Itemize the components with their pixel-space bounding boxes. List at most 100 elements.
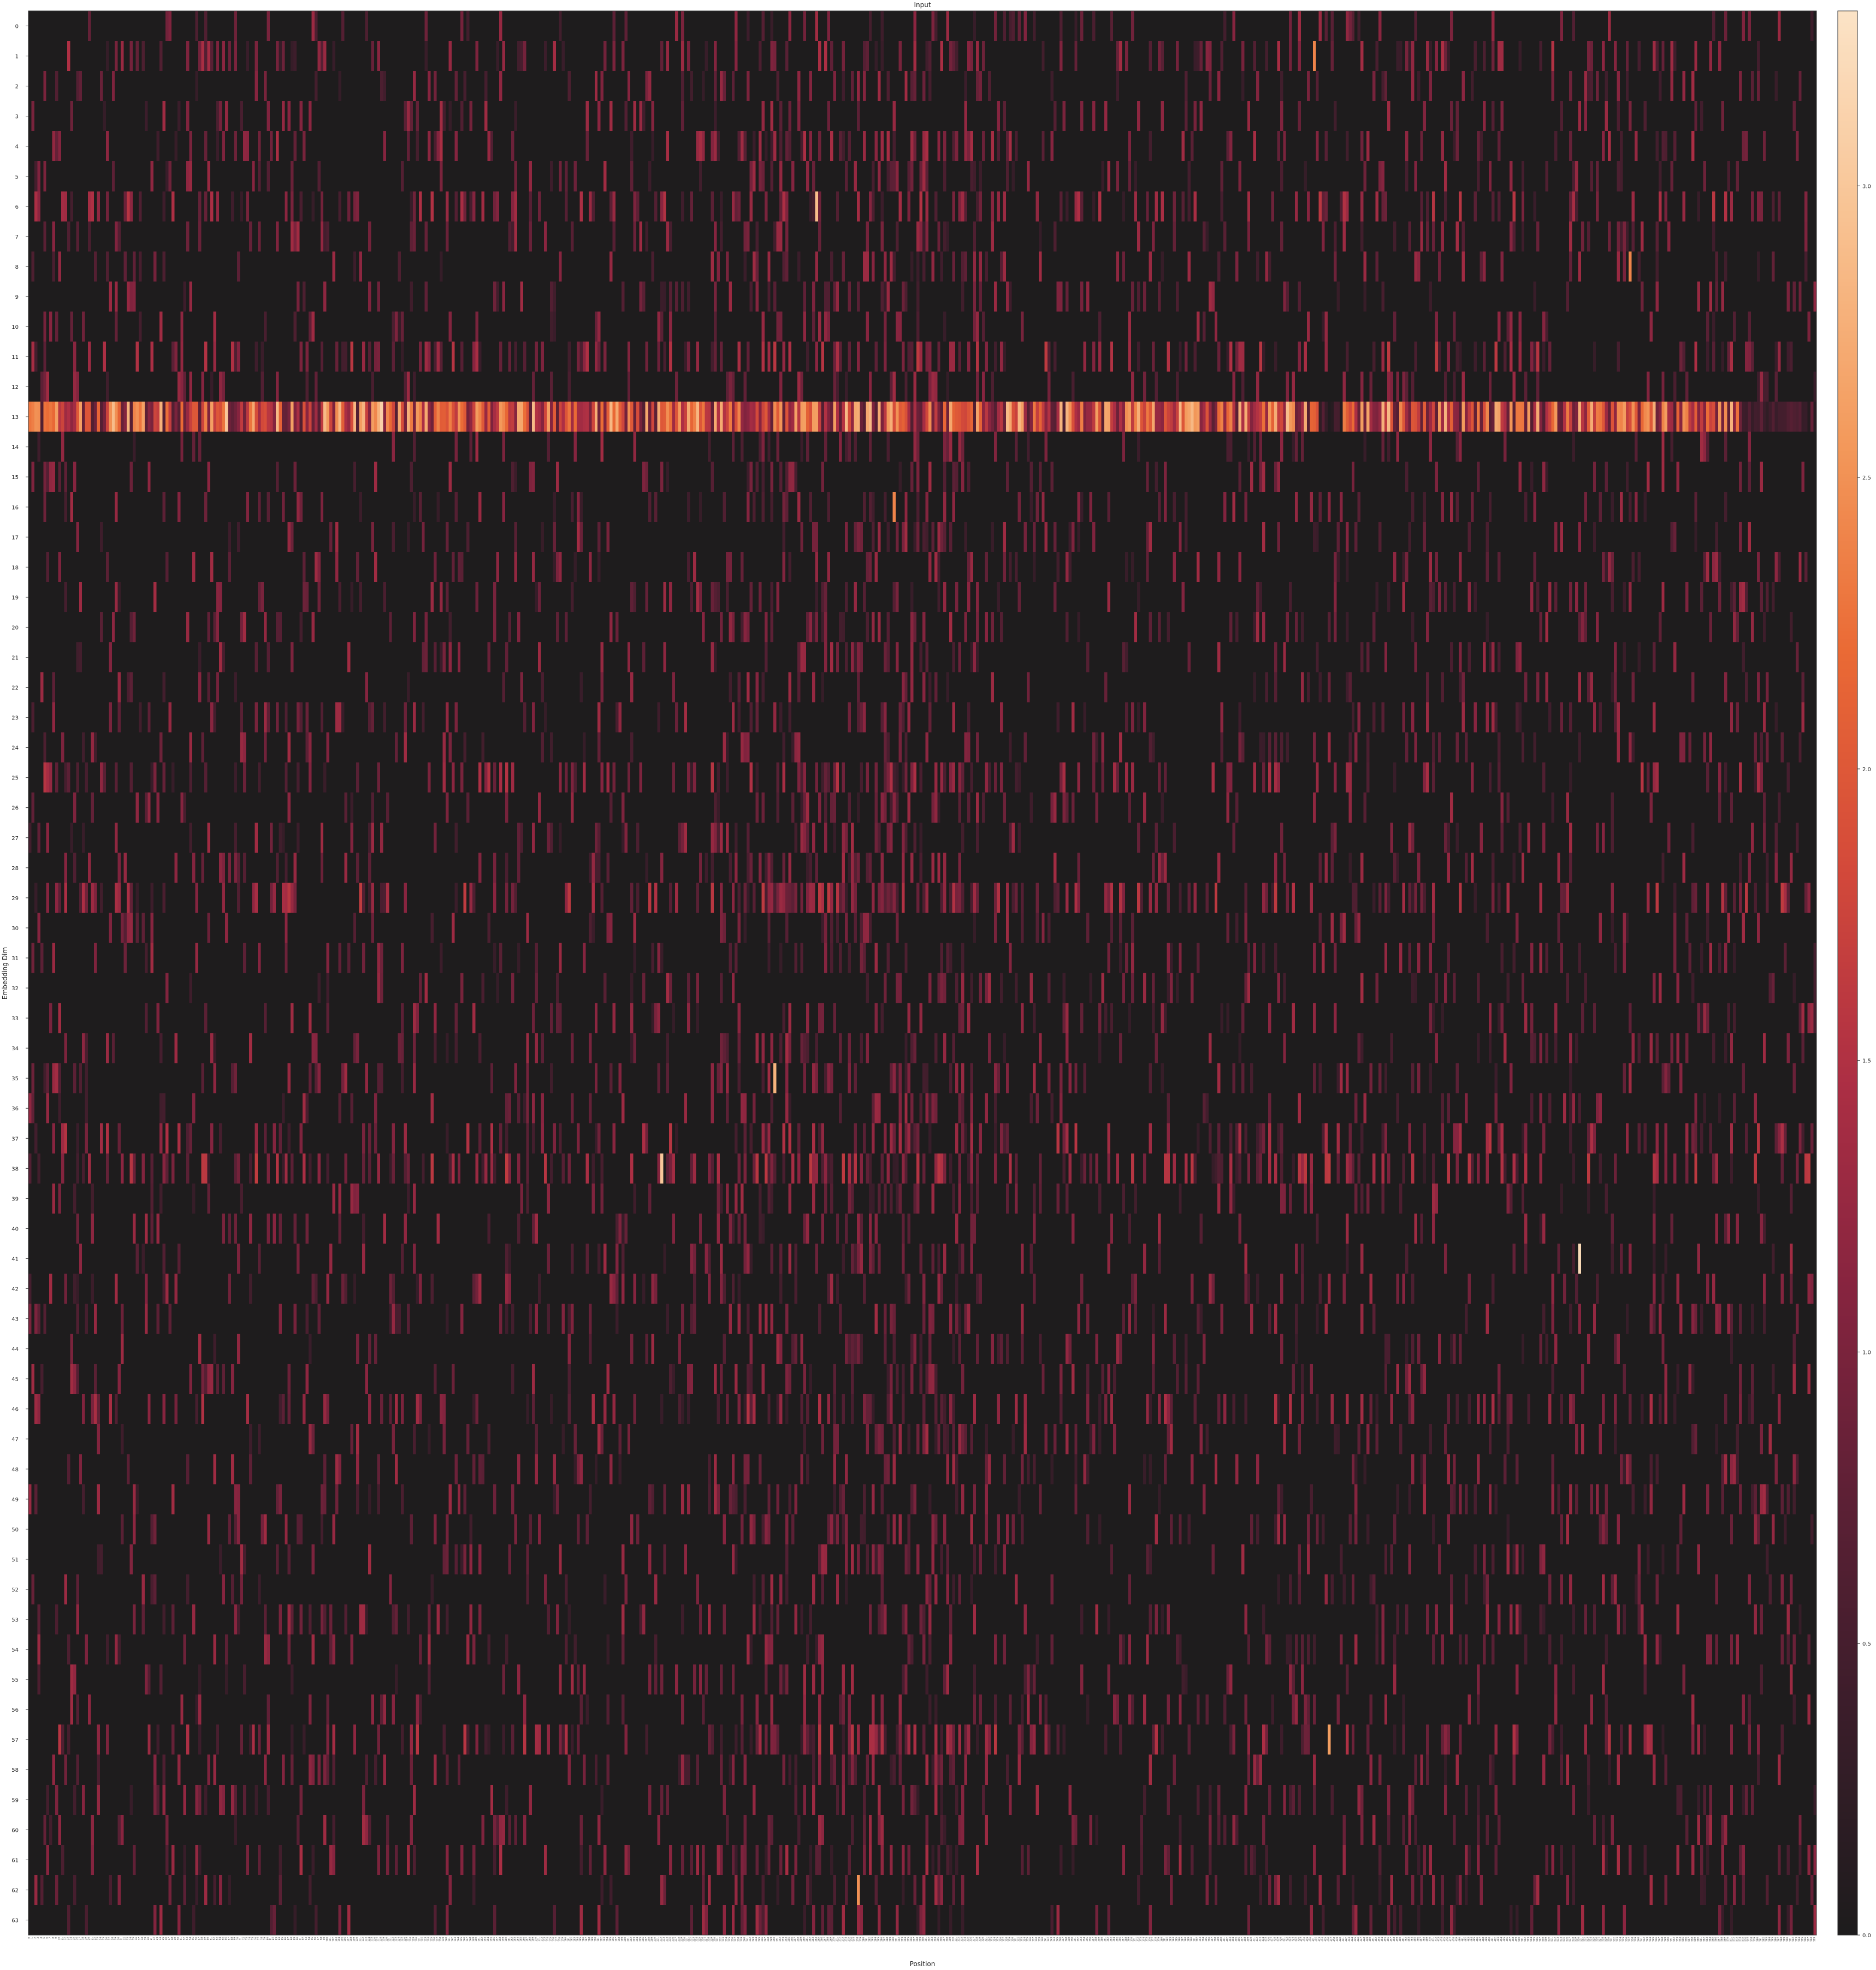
x-tick-label: 412 <box>1256 1937 1258 1942</box>
x-tick-label: 203 <box>632 1937 635 1942</box>
x-tick-label: 350 <box>1071 1937 1074 1942</box>
x-tick-label: 316 <box>969 1937 972 1942</box>
y-tick-label: 34 <box>11 1046 19 1052</box>
x-tick-label: 329 <box>1008 1937 1011 1942</box>
y-tick-group: 0123456789101112131415161718192021222324… <box>11 24 28 1924</box>
x-tick-label: 320 <box>981 1937 984 1942</box>
x-tick-label: 521 <box>1581 1937 1583 1942</box>
x-tick-label: 469 <box>1425 1937 1428 1942</box>
x-tick-label: 77 <box>257 1937 260 1941</box>
x-tick-label: 531 <box>1610 1937 1613 1942</box>
x-tick-label: 418 <box>1274 1937 1276 1942</box>
colorbar-tick-label: 0.0 <box>1862 1933 1871 1939</box>
x-tick-label: 214 <box>665 1937 668 1942</box>
x-tick-label: 276 <box>850 1937 853 1942</box>
x-tick-label: 416 <box>1268 1937 1270 1942</box>
x-tick-label: 395 <box>1205 1937 1208 1942</box>
x-tick-label: 515 <box>1563 1937 1565 1942</box>
x-tick-label: 507 <box>1538 1937 1541 1942</box>
x-tick-label: 346 <box>1059 1937 1062 1942</box>
x-tick-label: 200 <box>624 1937 626 1942</box>
x-tick-label: 375 <box>1145 1937 1148 1942</box>
x-tick-label: 126 <box>403 1937 406 1942</box>
x-tick-label: 34 <box>129 1937 132 1941</box>
x-tick-label: 335 <box>1026 1937 1029 1942</box>
x-tick-label: 41 <box>150 1937 152 1941</box>
y-tick-label: 48 <box>11 1467 19 1473</box>
x-tick-label: 516 <box>1565 1937 1568 1942</box>
x-tick-label: 359 <box>1098 1937 1100 1942</box>
x-tick-label: 536 <box>1625 1937 1628 1942</box>
y-tick-label: 5 <box>15 174 19 180</box>
x-tick-label: 179 <box>561 1937 564 1942</box>
x-tick-label: 431 <box>1312 1937 1315 1942</box>
x-tick-label: 33 <box>126 1937 129 1941</box>
x-tick-label: 201 <box>627 1937 630 1942</box>
x-tick-label: 480 <box>1458 1937 1461 1942</box>
x-tick-label: 473 <box>1437 1937 1440 1942</box>
x-tick-label: 339 <box>1038 1937 1041 1942</box>
y-tick-label: 2 <box>15 84 19 90</box>
x-tick-label: 591 <box>1789 1937 1792 1942</box>
x-tick-label: 423 <box>1288 1937 1291 1942</box>
x-tick-label: 401 <box>1223 1937 1226 1942</box>
x-tick-label: 543 <box>1646 1937 1649 1942</box>
x-tick-label: 528 <box>1601 1937 1604 1942</box>
x-tick-label: 526 <box>1595 1937 1598 1942</box>
y-tick-label: 51 <box>11 1557 19 1563</box>
x-tick-label: 86 <box>284 1937 287 1941</box>
x-tick-label: 499 <box>1515 1937 1518 1942</box>
x-tick-label: 368 <box>1125 1937 1127 1942</box>
x-tick-label: 35 <box>132 1937 135 1941</box>
x-tick-label: 495 <box>1503 1937 1506 1942</box>
x-tick-label: 358 <box>1094 1937 1097 1942</box>
x-tick-label: 114 <box>368 1937 370 1942</box>
x-tick-group: 0 1 2 3 4 5 6 7 8 9 10 11 12 13 14 15 16 17 18 19 20 21 22 23 24… <box>28 1937 1816 1942</box>
x-tick-label: 392 <box>1196 1937 1199 1942</box>
x-tick-label: 232 <box>719 1937 722 1942</box>
x-tick-label: 153 <box>484 1937 487 1942</box>
x-tick-label: 293 <box>901 1937 904 1942</box>
x-tick-label: 12 <box>63 1937 66 1941</box>
x-tick-label: 189 <box>591 1937 594 1942</box>
x-tick-label: 309 <box>949 1937 951 1942</box>
x-tick-label: 98 <box>319 1937 322 1941</box>
x-tick-label: 331 <box>1014 1937 1017 1942</box>
x-tick-label: 40 <box>147 1937 150 1941</box>
x-tick-label: 400 <box>1220 1937 1222 1942</box>
x-tick-label: 580 <box>1756 1937 1759 1942</box>
x-tick-label: 332 <box>1017 1937 1020 1942</box>
x-tick-label: 410 <box>1250 1937 1252 1942</box>
y-tick-label: 38 <box>11 1166 19 1172</box>
x-tick-label: 225 <box>698 1937 701 1942</box>
x-tick-label: 171 <box>537 1937 540 1942</box>
x-tick-label: 377 <box>1151 1937 1154 1942</box>
x-tick-label: 533 <box>1616 1937 1619 1942</box>
y-tick-label: 45 <box>11 1377 19 1383</box>
x-tick-label: 449 <box>1366 1937 1369 1942</box>
x-tick-label: 409 <box>1247 1937 1250 1942</box>
y-tick-label: 6 <box>15 204 19 210</box>
y-tick-label: 52 <box>11 1587 19 1593</box>
y-tick-label: 47 <box>11 1437 19 1443</box>
x-tick-label: 146 <box>463 1937 465 1942</box>
x-tick-label: 494 <box>1500 1937 1502 1942</box>
x-tick-label: 235 <box>728 1937 731 1942</box>
x-tick-label: 334 <box>1023 1937 1026 1942</box>
x-tick-label: 496 <box>1506 1937 1508 1942</box>
x-tick-label: 23 <box>96 1937 99 1941</box>
x-tick-label: 389 <box>1187 1937 1189 1942</box>
x-tick-label: 53 <box>186 1937 188 1941</box>
chart-title: Input <box>914 1 931 9</box>
x-tick-label: 285 <box>877 1937 880 1942</box>
y-tick-label: 59 <box>11 1797 19 1803</box>
x-tick-label: 569 <box>1724 1937 1726 1942</box>
x-tick-label: 300 <box>922 1937 925 1942</box>
x-tick-label: 42 <box>153 1937 156 1941</box>
x-tick-label: 544 <box>1649 1937 1652 1942</box>
x-tick-label: 241 <box>746 1937 749 1942</box>
x-tick-label: 175 <box>549 1937 552 1942</box>
x-tick-label: 181 <box>567 1937 570 1942</box>
y-tick-label: 22 <box>11 685 19 691</box>
x-tick-label: 85 <box>281 1937 284 1941</box>
